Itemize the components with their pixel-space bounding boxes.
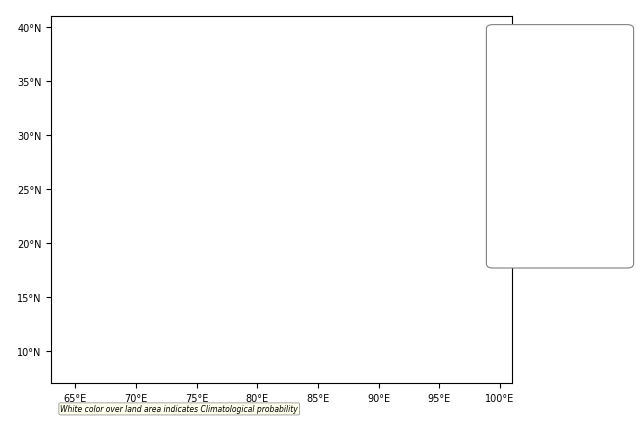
Text: Normal: Normal bbox=[499, 148, 534, 158]
Text: Below Normal: Below Normal bbox=[499, 80, 567, 90]
Text: White color over land area indicates Climatological probability: White color over land area indicates Cli… bbox=[60, 404, 298, 414]
Text: Above Normal: Above Normal bbox=[499, 216, 568, 227]
